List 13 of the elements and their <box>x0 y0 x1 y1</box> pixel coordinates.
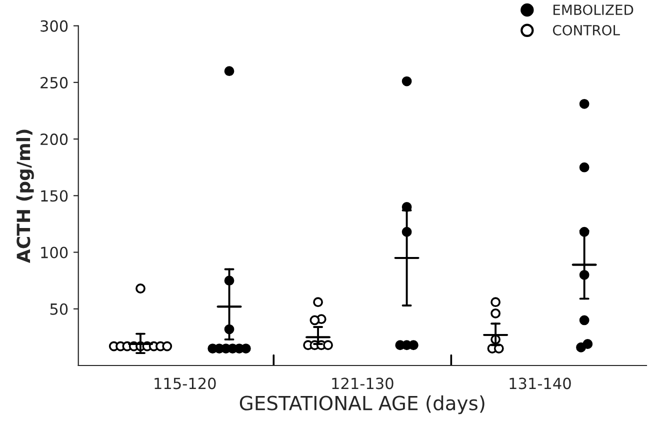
y-tick-label: 300 <box>40 20 68 32</box>
legend-label: CONTROL <box>552 24 620 36</box>
y-tick-label: 100 <box>41 246 68 258</box>
y-axis-title: ACTH (pg/ml) <box>16 130 34 264</box>
y-tick-label: 150 <box>41 190 68 202</box>
y-tick-label: 200 <box>40 134 68 146</box>
x-axis-title: GESTATIONAL AGE (days) <box>240 395 484 414</box>
text: 121-130 <box>332 378 394 390</box>
text: 115-120 <box>154 378 216 390</box>
y-tick-label: 50 <box>50 303 68 315</box>
legend-label: EMBOLIZED <box>554 4 634 16</box>
y-tick-label: 250 <box>40 76 68 88</box>
text: 131-140 <box>510 378 571 390</box>
